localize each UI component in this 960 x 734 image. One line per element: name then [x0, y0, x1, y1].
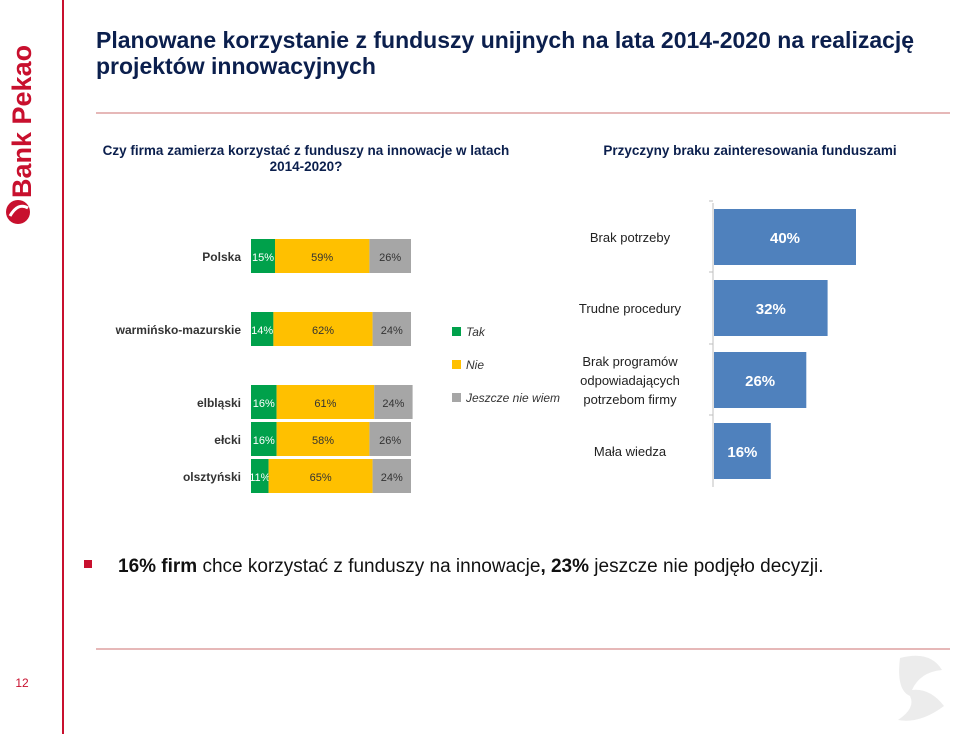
brand-watermark-icon	[898, 655, 944, 721]
bar-segment	[372, 459, 411, 493]
bar-segment	[275, 239, 370, 273]
accent-vertical-line	[62, 0, 64, 734]
footer-divider	[96, 648, 950, 650]
data-label: 24%	[381, 325, 403, 337]
data-label: 26%	[745, 373, 775, 390]
data-label: 14%	[251, 325, 273, 337]
bar-segment	[251, 385, 277, 419]
bar	[714, 280, 828, 336]
legend-swatch	[452, 360, 461, 369]
bar-segment	[374, 385, 413, 419]
legend-label: Jeszcze nie wiem	[465, 391, 560, 405]
data-label: 58%	[312, 435, 334, 447]
bar-segment	[372, 312, 411, 346]
legend-label: Nie	[466, 358, 484, 372]
page-number: 12	[15, 676, 29, 690]
category-label: potrzebom firmy	[583, 392, 677, 407]
legend-swatch	[452, 327, 461, 336]
reasons-bar-chart: 40% Brak potrzeby 32% Trudne procedury 26% Br…	[579, 200, 856, 487]
legend-swatch	[452, 393, 461, 402]
stacked-bar-chart: Polska 15% 59% 26% warmińsko-mazurskie 14% 62%…	[115, 239, 560, 493]
bar	[714, 423, 771, 479]
data-label: 40%	[770, 230, 800, 247]
legend-label: Tak	[466, 325, 486, 339]
bar	[714, 209, 856, 265]
bar-segment	[369, 239, 411, 273]
bar-segment	[276, 385, 375, 419]
bar	[714, 352, 807, 408]
category-label: Polska	[202, 250, 241, 264]
category-label: odpowiadających	[580, 373, 680, 388]
title-divider	[96, 112, 950, 114]
logo-emblem-icon	[6, 200, 30, 224]
data-label: 65%	[310, 472, 332, 484]
page-title: Planowane korzystanie z funduszy unijnyc…	[96, 27, 915, 79]
data-label: 59%	[311, 252, 333, 264]
bullet-marker	[84, 560, 92, 568]
data-label: 26%	[379, 435, 401, 447]
category-label: Brak programów	[582, 354, 678, 369]
data-label: 16%	[253, 435, 275, 447]
data-label: 61%	[314, 398, 336, 410]
bar-segment	[251, 422, 277, 456]
category-label: Mała wiedza	[594, 444, 667, 459]
category-label: Trudne procedury	[579, 301, 682, 316]
bar-segment	[276, 422, 370, 456]
bar-segment	[251, 312, 274, 346]
data-label: 24%	[382, 398, 404, 410]
logo-wordmark: Bank Pekao	[7, 45, 37, 198]
right-chart-title: Przyczyny braku zainteresowania fundusza…	[603, 143, 897, 158]
data-label: 16%	[253, 398, 275, 410]
data-label: 24%	[381, 472, 403, 484]
category-label: elbląski	[197, 396, 241, 410]
bar-segment	[273, 312, 373, 346]
category-label: olsztyński	[183, 470, 241, 484]
data-label: 26%	[379, 252, 401, 264]
data-label: 32%	[756, 301, 786, 318]
data-label: 11%	[249, 472, 270, 484]
bar-segment	[251, 459, 269, 493]
bank-pekao-logo: Bank Pekao	[6, 45, 37, 224]
category-label: ełcki	[214, 433, 241, 447]
data-label: 62%	[312, 325, 334, 337]
category-label: warmińsko-mazurskie	[115, 323, 242, 337]
bar-segment	[369, 422, 411, 456]
left-chart-question: Czy firma zamierza korzystać z funduszy …	[102, 143, 510, 174]
data-label: 16%	[727, 444, 757, 461]
summary-text: 16% firm chce korzystać z funduszy na in…	[118, 556, 824, 577]
bar-segment	[251, 239, 275, 273]
category-label: Brak potrzeby	[590, 230, 671, 245]
data-label: 15%	[252, 252, 274, 264]
bar-segment	[268, 459, 373, 493]
